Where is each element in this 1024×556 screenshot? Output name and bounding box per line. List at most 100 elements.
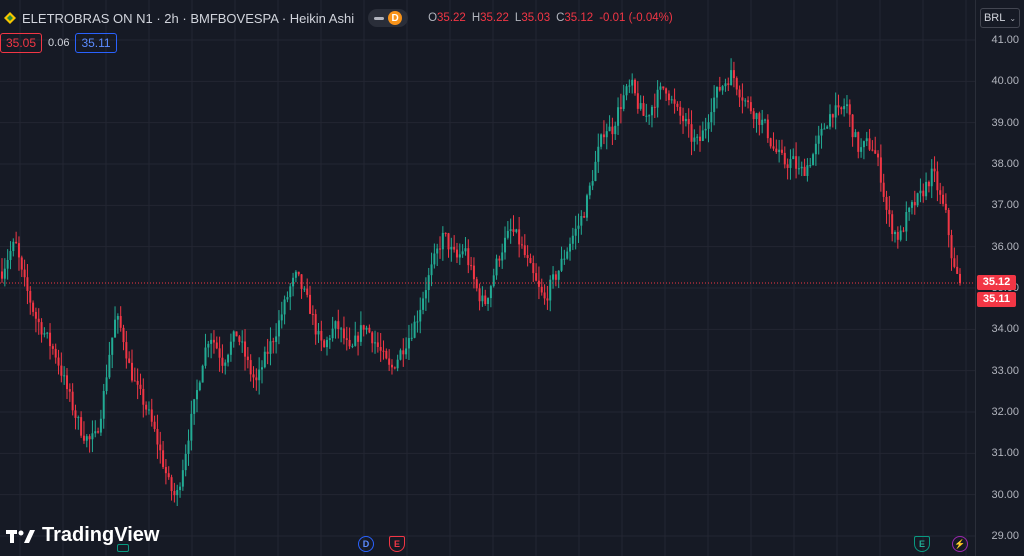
- candle-body: [721, 86, 724, 91]
- candle-body: [269, 341, 272, 354]
- symbol-title[interactable]: ELETROBRAS ON N1 · 2h · BMFBOVESPA · Hei…: [22, 10, 355, 26]
- candle-body: [602, 134, 605, 138]
- candle-body: [498, 258, 501, 261]
- candle-body: [184, 453, 187, 471]
- lightning-icon[interactable]: ⚡: [952, 536, 968, 552]
- candle-body: [583, 215, 586, 218]
- candle-body: [198, 382, 201, 391]
- candle-body: [97, 431, 100, 433]
- candle-body: [390, 364, 393, 368]
- spread-value: 0.06: [48, 37, 70, 49]
- candle-body: [260, 367, 263, 370]
- candle-body: [371, 332, 374, 344]
- candle-body: [472, 265, 475, 280]
- candle-body: [557, 270, 560, 280]
- candle-body: [484, 295, 487, 304]
- candle-body: [489, 286, 492, 299]
- candle-body: [913, 202, 916, 206]
- candle-body: [470, 265, 473, 267]
- candle-body: [537, 280, 540, 287]
- candle-body: [727, 83, 730, 85]
- candle-body: [122, 327, 125, 343]
- chevron-down-icon: ⌄: [1009, 13, 1017, 23]
- candle-body: [684, 118, 687, 122]
- candle-body: [713, 97, 716, 113]
- candle-body: [292, 277, 295, 287]
- price-tick-label: 30.00: [991, 488, 1019, 501]
- buy-button[interactable]: 35.11: [75, 33, 117, 53]
- candle-body: [820, 128, 823, 136]
- candle-body: [758, 113, 761, 125]
- candle-body: [478, 288, 481, 302]
- candle-body: [625, 86, 628, 96]
- candle-body: [111, 337, 114, 355]
- candle-body: [277, 320, 280, 337]
- candle-body: [153, 421, 156, 429]
- candle-body: [51, 346, 54, 349]
- candle-body: [207, 343, 210, 348]
- candle-body: [385, 350, 388, 359]
- candle-body: [49, 332, 52, 347]
- candle-body: [464, 248, 467, 252]
- candle-body: [554, 274, 557, 280]
- upcoming-earnings-marker-icon[interactable]: E: [914, 536, 930, 552]
- candle-body: [424, 290, 427, 299]
- candle-body: [29, 290, 32, 303]
- candle-body: [379, 346, 382, 351]
- candle-body: [919, 190, 922, 194]
- candle-body: [879, 157, 882, 183]
- candle-body: [320, 330, 323, 341]
- candle-body: [444, 232, 447, 234]
- event-marker-icon[interactable]: [117, 544, 129, 552]
- candle-body: [766, 119, 769, 139]
- candle-body: [679, 106, 682, 116]
- tradingview-logo[interactable]: TradingView: [6, 524, 159, 547]
- candle-body: [54, 348, 57, 358]
- candle-body: [944, 203, 947, 210]
- candle-body: [642, 103, 645, 116]
- candle-body: [139, 384, 142, 389]
- candle-body: [71, 391, 74, 411]
- candle-body: [789, 159, 792, 168]
- candle-body: [732, 70, 735, 79]
- sell-button[interactable]: 35.05: [0, 33, 43, 53]
- candle-body: [393, 367, 396, 369]
- visibility-toggle[interactable]: D: [368, 9, 409, 27]
- candle-body: [167, 473, 170, 478]
- earnings-marker-icon[interactable]: E: [389, 536, 405, 552]
- candle-body: [224, 362, 227, 366]
- dividend-badge[interactable]: D: [388, 11, 403, 25]
- currency-select[interactable]: BRL ⌄: [980, 8, 1020, 28]
- candle-body: [204, 347, 207, 366]
- candle-body: [577, 225, 580, 229]
- candle-body: [43, 333, 46, 335]
- candle-body: [405, 348, 408, 355]
- candle-body: [910, 202, 913, 208]
- candle-body: [164, 467, 167, 474]
- candle-body: [283, 299, 286, 315]
- candle-body: [509, 229, 512, 231]
- price-tick-label: 38.00: [991, 158, 1019, 170]
- candle-body: [735, 78, 738, 90]
- candle-body: [57, 357, 60, 366]
- candle-body: [730, 70, 733, 85]
- candle-body: [419, 309, 422, 322]
- candle-body: [927, 181, 930, 187]
- candle-body: [362, 325, 365, 330]
- price-chart[interactable]: [0, 0, 975, 556]
- candle-body: [458, 254, 461, 258]
- candle-body: [162, 450, 165, 468]
- candle-body: [755, 113, 758, 120]
- candle-body: [263, 351, 266, 368]
- candle-body: [23, 269, 26, 278]
- candle-body: [181, 470, 184, 487]
- candle-body: [614, 125, 617, 135]
- candle-body: [959, 273, 961, 284]
- dividend-marker-icon[interactable]: D: [358, 536, 374, 552]
- candle-body: [351, 345, 354, 347]
- candle-body: [925, 181, 928, 197]
- candle-body: [871, 149, 874, 151]
- candle-body: [902, 230, 905, 232]
- candle-body: [506, 230, 509, 238]
